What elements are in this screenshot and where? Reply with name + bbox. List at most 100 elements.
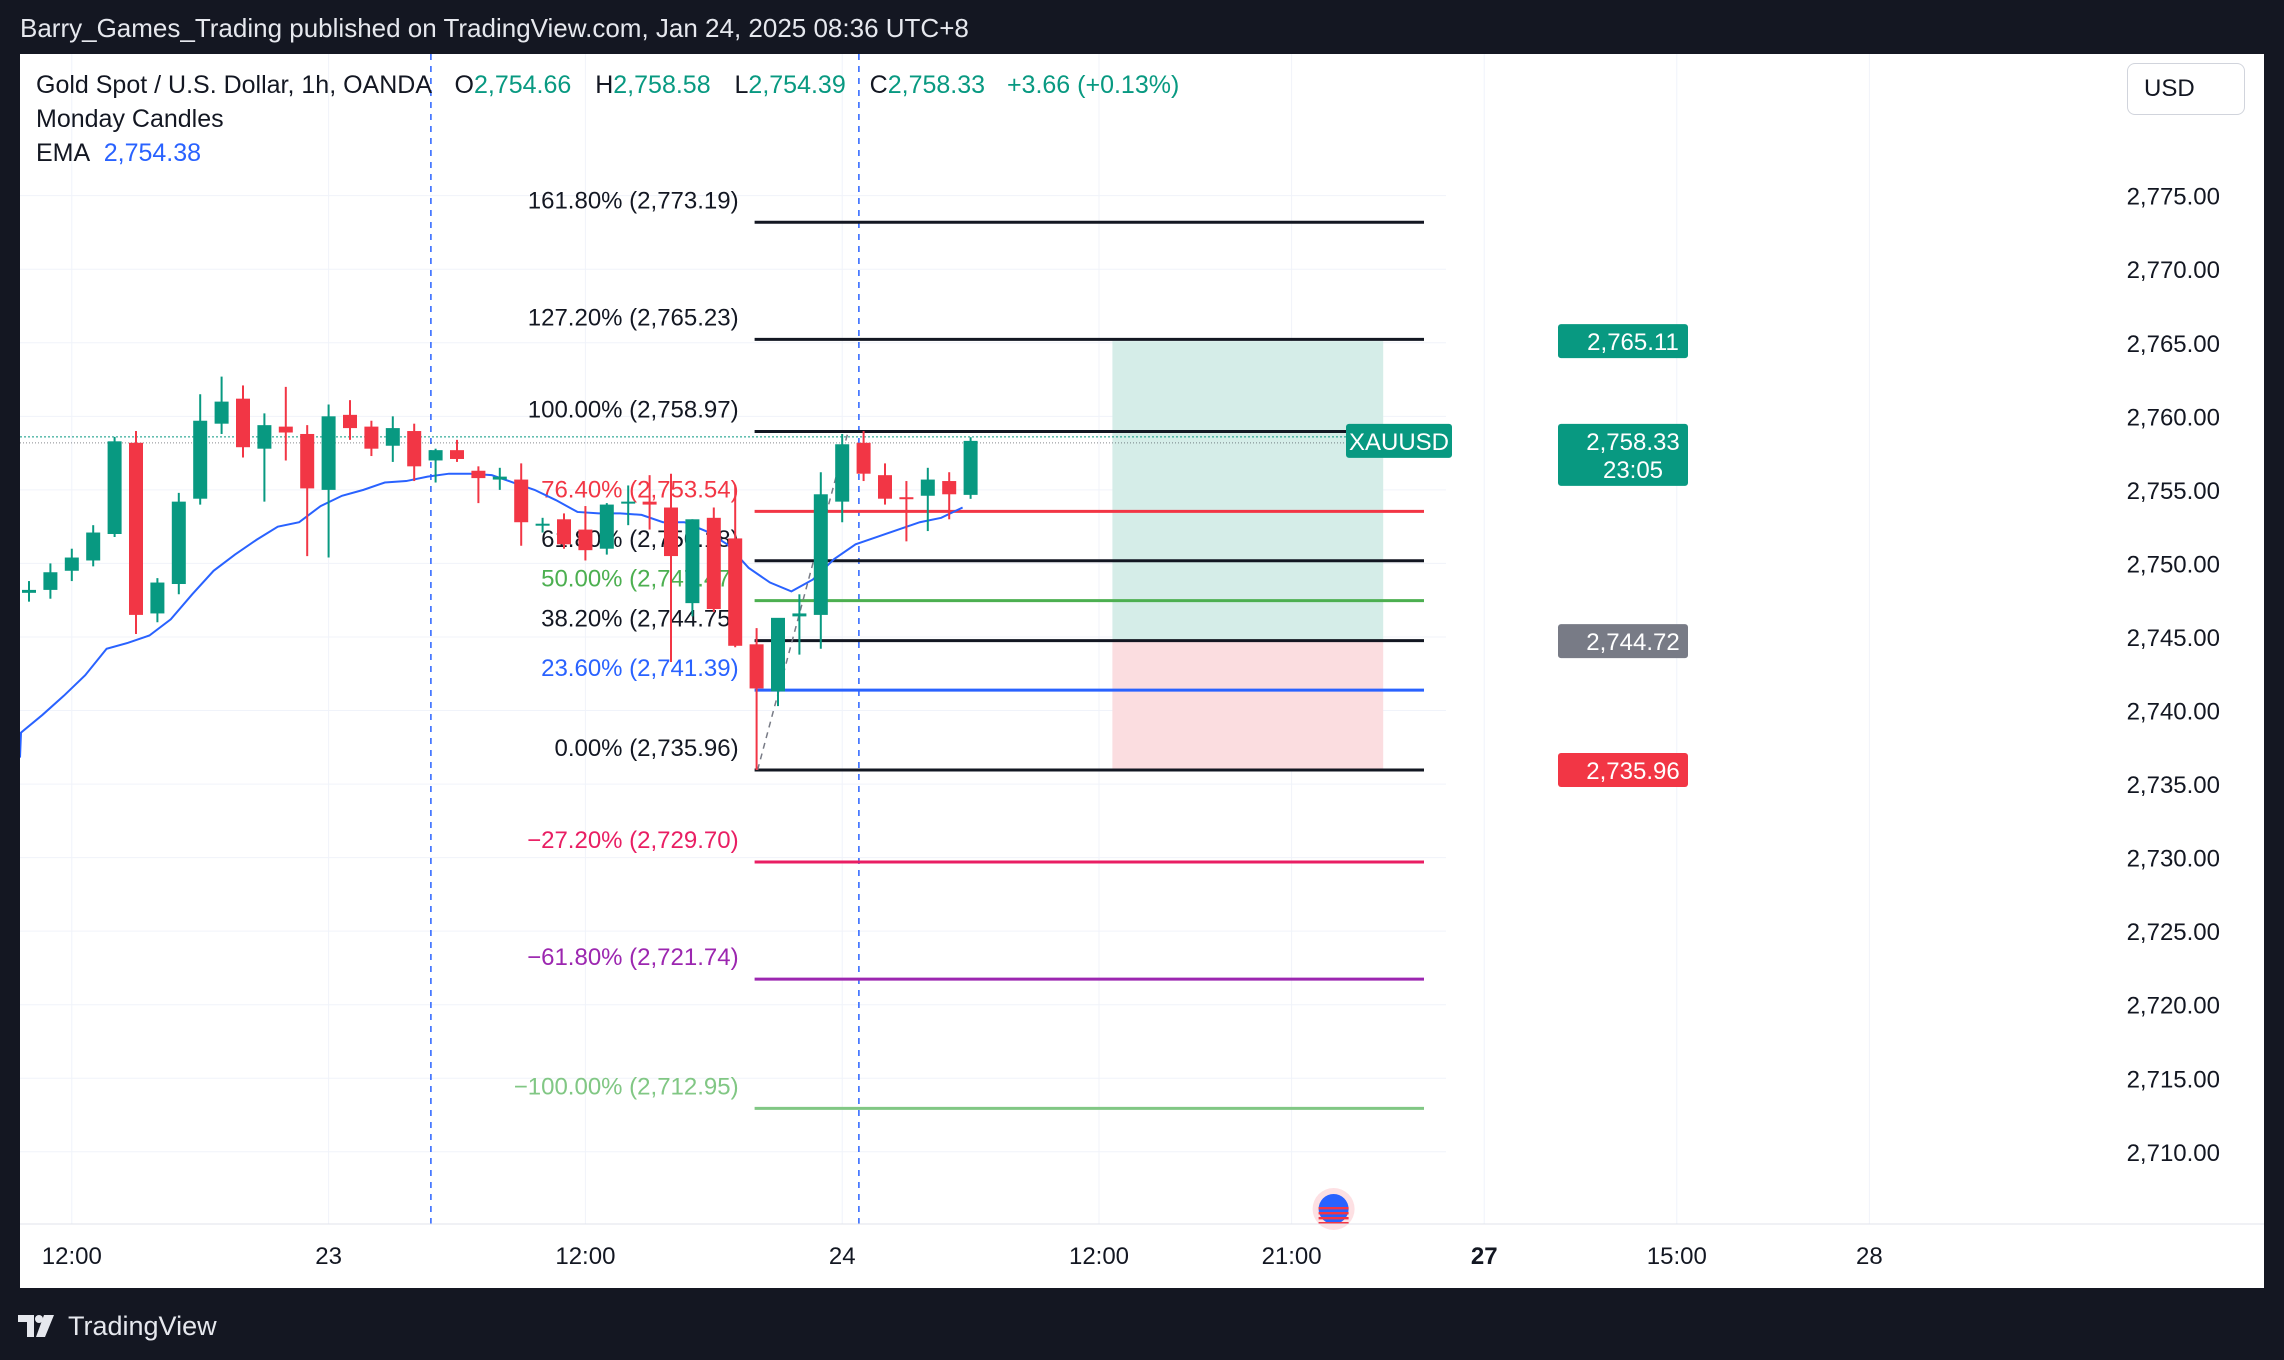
price-chart[interactable]: 161.80% (2,773.19) 127.20% (2,765.23) 100.… [20,54,2264,1288]
candle-body-down[interactable] [343,414,357,429]
price-axis-label: 2,715.00 [2127,1066,2220,1093]
candle-body-up[interactable] [920,479,935,496]
price-tag-label: 2,735.96 [1586,758,1679,785]
candle-body-down[interactable] [407,431,422,467]
candle-body-up[interactable] [599,504,614,549]
price-tag-label: 2,765.11 [1587,329,1679,356]
symbol-description: Gold Spot / U.S. Dollar, 1h, OANDA [36,71,431,99]
symbol-tag [1346,423,1452,458]
price-axis-label: 2,760.00 [2127,404,2220,431]
price-axis-label: 2,750.00 [2127,551,2220,578]
candle-body-up[interactable] [64,557,79,571]
candle-body-up[interactable] [492,476,507,480]
candle-body-down[interactable] [557,519,571,545]
candle-body-up[interactable] [771,617,785,692]
bar-countdown-label: 23:05 [1603,457,1663,484]
price-tag-label: 2,744.72 [1586,629,1679,656]
candle-body-up[interactable] [43,572,58,590]
stop-zone[interactable] [1112,641,1384,770]
price-axis-label: 2,765.00 [2127,331,2220,358]
candle-body-down[interactable] [749,644,764,689]
candle-body-down[interactable] [471,470,486,479]
target-zone[interactable] [1112,341,1384,642]
symbol-tag-label: XAUUSD [1349,429,1449,456]
time-axis-label: 28 [1856,1243,1883,1270]
candle-body-down[interactable] [278,426,293,433]
candle-body-up[interactable] [963,440,978,495]
price-axis-label: 2,735.00 [2127,772,2220,799]
candle-body-up[interactable] [835,444,850,502]
candle-body-up[interactable] [385,428,400,446]
candle-body-down[interactable] [364,426,379,449]
candle-body-up[interactable] [214,401,229,424]
fib-trend-line [756,431,849,771]
candle-body-up[interactable] [150,582,165,614]
candle-body-down[interactable] [664,507,678,557]
fib-level-label: −61.80% (2,721.74) [527,944,739,971]
tradingview-logo-icon [18,1315,54,1337]
high-label: H [595,71,614,99]
candle-body-up[interactable] [792,613,807,617]
candle-body-up[interactable] [22,589,36,593]
time-axis-label: 21:00 [1262,1243,1322,1270]
last-price-tag [1558,423,1688,486]
price-tag [1558,324,1688,359]
price-axis-label: 2,745.00 [2127,625,2220,652]
candle-body-up[interactable] [257,425,272,449]
candle-body-down[interactable] [942,481,957,495]
us-flag-stripe [1318,1212,1349,1215]
indicator-monday-candles[interactable]: Monday Candles [36,102,1179,136]
candle-body-up[interactable] [86,532,101,561]
candle-body-up[interactable] [535,523,550,526]
candle-body-up[interactable] [621,501,636,504]
candle-body-down[interactable] [899,497,914,500]
price-axis-label: 2,710.00 [2127,1140,2220,1167]
time-axis-label: 24 [829,1243,856,1270]
close-label: C [869,71,888,99]
price-axis-label: 2,775.00 [2127,184,2220,211]
candle-body-up[interactable] [193,420,208,499]
candle-body-down[interactable] [450,450,464,459]
candle-body-down[interactable] [728,538,743,646]
candle-body-down[interactable] [236,398,250,448]
candle-body-down[interactable] [129,442,143,615]
published-text: Barry_Games_Trading published on Trading… [20,13,969,43]
candle-body-down[interactable] [514,479,529,523]
candle-body-up[interactable] [107,441,122,534]
publisher-header: Barry_Games_Trading published on Trading… [0,0,2284,56]
us-flag-stripe [1318,1207,1349,1210]
candle-body-down[interactable] [642,501,657,505]
candle-body-down[interactable] [878,475,892,499]
time-axis-label: 12:00 [1069,1243,1129,1270]
ohlc-row: Gold Spot / U.S. Dollar, 1h, OANDA O2,75… [36,68,1179,102]
time-axis-label: 12:00 [555,1243,615,1270]
price-axis-label: 2,755.00 [2127,478,2220,505]
footer-brand: TradingView [68,1311,217,1341]
candle-body-up[interactable] [685,519,700,604]
candle-body-up[interactable] [428,450,443,461]
currency-button[interactable]: USD [2127,63,2245,115]
indicator-name: Monday Candles [36,105,224,133]
open-value: 2,754.66 [473,71,572,99]
candle-body-down[interactable] [578,529,593,551]
indicator-ema[interactable]: EMA 2,754.38 [36,136,1179,170]
candle-body-up[interactable] [171,501,186,585]
fib-level-label: 0.00% (2,735.96) [554,735,738,762]
high-value: 2,758.58 [613,71,711,99]
candle-body-up[interactable] [321,416,336,490]
tradingview-footer: TradingView [18,1304,217,1348]
fib-level-label: 100.00% (2,758.97) [528,396,739,423]
low-label: L [734,71,749,99]
time-axis-label: 27 [1471,1243,1498,1270]
candle-body-down[interactable] [706,517,721,610]
candle-body-up[interactable] [813,494,828,615]
fib-level-label: −27.20% (2,729.70) [527,827,739,854]
fib-level-label: 127.20% (2,765.23) [528,304,739,331]
low-value: 2,754.39 [748,71,846,99]
price-axis-label: 2,725.00 [2127,919,2220,946]
candle-body-down[interactable] [300,433,315,489]
candle-body-down[interactable] [856,442,871,474]
chart-panel[interactable]: 161.80% (2,773.19) 127.20% (2,765.23) 100.… [20,54,2264,1288]
price-tag [1558,624,1688,659]
fib-level-label: 38.20% (2,744.75) [541,606,738,633]
